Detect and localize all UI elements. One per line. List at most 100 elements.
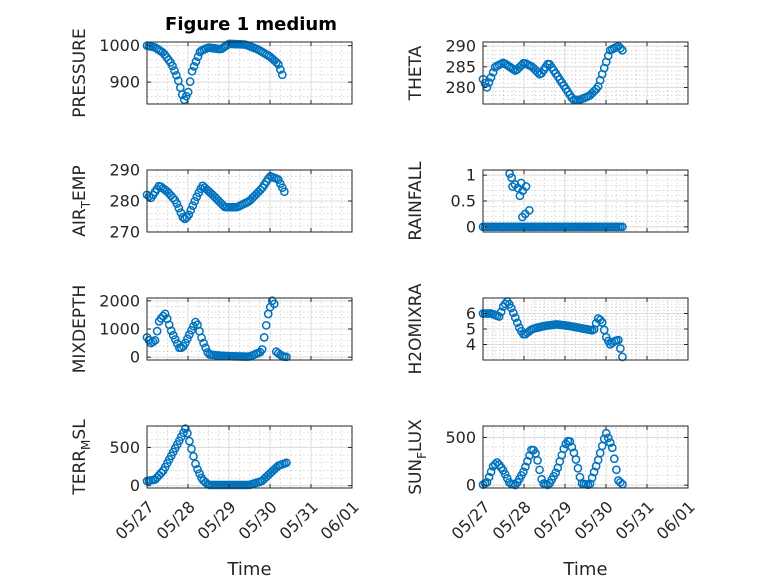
data-point — [160, 309, 170, 319]
x-tick-label: 05/30 — [571, 497, 617, 543]
y-tick-label: 0 — [130, 476, 140, 495]
y-tick-label: 290 — [109, 161, 140, 180]
y-axis-label: MIXDEPTH — [70, 285, 90, 374]
y-tick-label: 5 — [466, 320, 476, 339]
data-point — [614, 335, 623, 345]
data-point — [524, 205, 534, 215]
data-point — [272, 57, 281, 67]
y-tick-label: 900 — [109, 73, 140, 92]
x-tick-label: 05/31 — [612, 497, 658, 543]
y-axis-label: THETA — [406, 45, 426, 101]
y-tick-label: 0 — [466, 217, 476, 236]
x-tick-label: 05/27 — [448, 497, 494, 543]
data-point — [186, 205, 196, 215]
data-point — [187, 326, 196, 335]
data-point — [486, 467, 496, 477]
data-point — [502, 474, 512, 483]
data-point — [535, 465, 544, 475]
data-point — [603, 433, 613, 443]
data-point — [571, 455, 581, 464]
y-tick-label: 285 — [445, 57, 476, 76]
data-point — [618, 45, 627, 55]
data-point — [521, 182, 531, 191]
data-point — [277, 70, 287, 80]
y-tick-label: 0 — [466, 476, 476, 495]
data-point — [512, 318, 522, 328]
x-axis-label: Time — [226, 559, 271, 580]
data-point — [500, 469, 510, 479]
axes-frame — [146, 425, 353, 489]
data-point — [174, 203, 184, 213]
data-point — [187, 444, 196, 454]
data-point — [183, 428, 192, 438]
data-point — [599, 434, 609, 444]
data-point — [148, 337, 158, 347]
data-point — [170, 335, 180, 344]
y-tick-label: 1000 — [99, 36, 140, 55]
data-point — [275, 65, 285, 74]
data-point — [597, 318, 607, 327]
y-axis-label: SUNFLUX — [406, 419, 429, 495]
data-point — [573, 463, 583, 473]
data-point — [559, 444, 569, 454]
data-point — [616, 344, 625, 353]
data-point — [181, 91, 191, 101]
data-point — [175, 83, 185, 93]
data-point — [168, 61, 177, 71]
x-axis-label: Time — [562, 559, 607, 580]
x-tick-label: 05/29 — [194, 497, 240, 543]
data-point — [201, 343, 210, 353]
data-point — [565, 437, 575, 446]
data-point — [191, 57, 201, 66]
x-tick-label: 05/29 — [530, 497, 576, 543]
data-point — [191, 459, 200, 469]
data-point — [506, 303, 516, 313]
x-tick-label: 05/28 — [153, 497, 199, 543]
y-axis-label: RAINFALL — [406, 161, 426, 241]
axes-frame — [482, 425, 689, 489]
data-point — [189, 452, 198, 461]
data-point — [259, 333, 269, 342]
data-point — [480, 78, 490, 88]
data-point — [184, 210, 194, 220]
data-point — [519, 467, 528, 477]
data-point — [616, 43, 625, 53]
data-point — [517, 60, 526, 70]
subplot-1: 900 1000 PRESSURE — [70, 28, 353, 118]
data-point — [183, 334, 192, 344]
x-tick-label: 05/28 — [489, 497, 535, 543]
y-tick-label: 4 — [466, 335, 476, 354]
data-point — [494, 312, 504, 321]
data-point — [264, 174, 273, 183]
y-axis-label: AIRTEMP — [70, 165, 93, 236]
data-point — [507, 173, 517, 183]
axes-frame — [482, 41, 689, 105]
axes-frame — [146, 41, 353, 105]
data-point — [488, 67, 498, 77]
data-point — [263, 309, 273, 319]
data-point — [567, 442, 577, 452]
data-point — [616, 477, 625, 487]
data-point — [597, 441, 607, 451]
data-point — [595, 448, 605, 458]
data-point — [152, 326, 162, 336]
data-point — [500, 299, 510, 309]
x-tick-label: 05/27 — [112, 497, 158, 543]
y-tick-label: 280 — [445, 78, 476, 97]
data-point — [190, 196, 200, 206]
data-point — [484, 78, 494, 87]
data-point — [193, 464, 202, 474]
data-point — [280, 187, 289, 197]
y-tick-label: 290 — [445, 37, 476, 56]
data-point — [168, 193, 178, 203]
data-point — [533, 456, 542, 465]
subplot-4: 0 0.5 1 RAINFALL — [406, 161, 689, 241]
data-point — [156, 468, 166, 478]
data-point — [193, 52, 203, 62]
x-tick-label: 05/30 — [235, 497, 281, 543]
data-point — [185, 77, 195, 86]
data-point — [166, 326, 176, 336]
data-point — [618, 222, 627, 232]
